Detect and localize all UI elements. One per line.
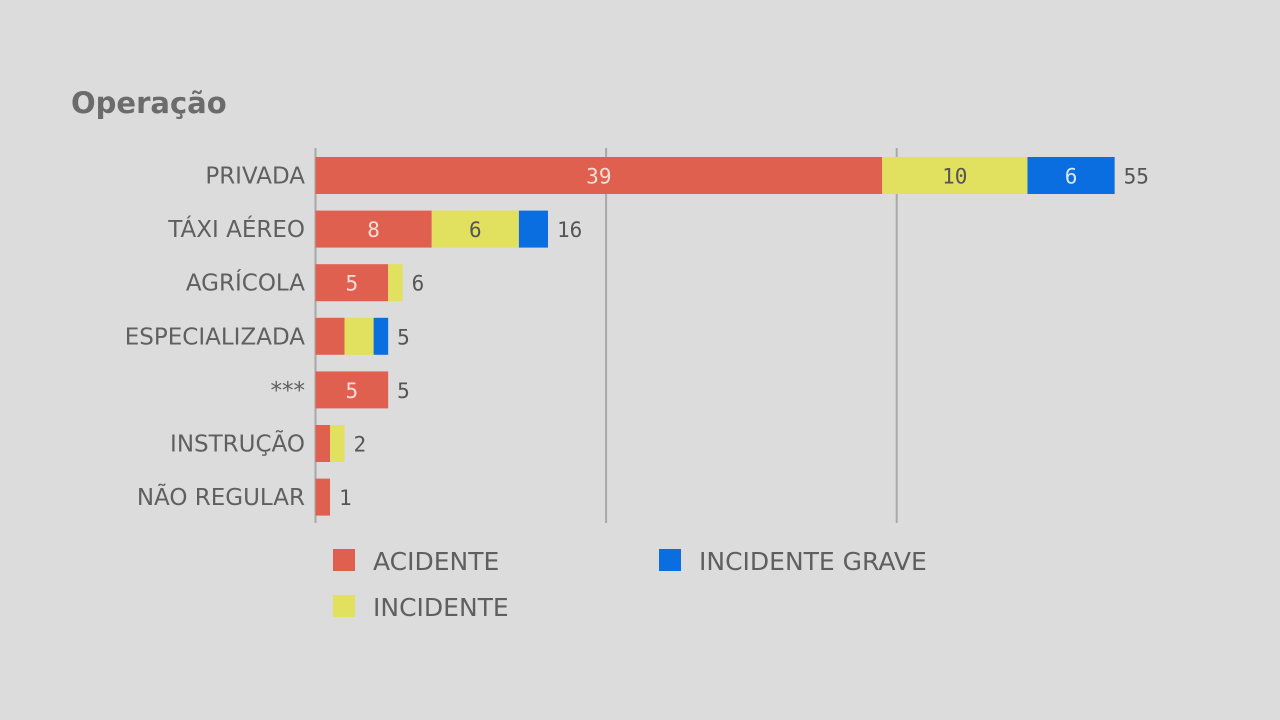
bar-segment-acidente <box>315 371 389 409</box>
bar-segment-incidente <box>344 317 374 355</box>
category-label: PRIVADA <box>205 164 305 190</box>
category-label: ESPECIALIZADA <box>125 324 306 350</box>
bar-segment-acidente <box>315 317 345 355</box>
bar-segment-acidente <box>315 264 389 302</box>
total-value-label: 16 <box>557 218 582 242</box>
category-label: *** <box>271 378 306 404</box>
total-value-label: 2 <box>354 433 367 457</box>
bar-segment-incidente-grave <box>373 317 389 355</box>
legend-swatch-acidente <box>333 549 355 571</box>
category-label: AGRÍCOLA <box>186 269 305 297</box>
total-value-label: 55 <box>1124 165 1149 189</box>
chart-title: Operação <box>71 86 227 120</box>
legend: ACIDENTE INCIDENTE INCIDENTE GRAVE <box>333 547 927 622</box>
legend-swatch-incidente <box>333 595 355 617</box>
legend-label: INCIDENTE GRAVE <box>699 547 927 576</box>
bar-segment-acidente <box>315 425 331 462</box>
bar-segment-acidente <box>315 210 432 248</box>
category-label: NÃO REGULAR <box>137 483 305 511</box>
bar-segment-acidente <box>315 478 331 516</box>
bar-segment-incidente-grave <box>518 210 548 248</box>
segment-value-label: 39 <box>586 165 611 189</box>
total-value-label: 6 <box>412 272 425 296</box>
bars-layer <box>315 157 1115 516</box>
legend-swatch-incidente-grave <box>659 549 681 571</box>
bar-segment-incidente <box>882 157 1028 194</box>
category-label: INSTRUÇÃO <box>170 430 305 458</box>
segment-value-label: 10 <box>942 165 967 189</box>
segment-value-label: 5 <box>345 379 358 403</box>
total-value-label: 5 <box>397 379 410 403</box>
category-label: TÁXI AÉREO <box>167 215 305 243</box>
bar-segment-incidente <box>330 425 345 462</box>
legend-label: ACIDENTE <box>373 547 499 576</box>
total-value-label: 1 <box>339 486 352 510</box>
bar-segment-incidente-grave <box>1027 157 1115 194</box>
segment-value-label: 5 <box>345 272 358 296</box>
bar-segment-incidente <box>388 264 403 302</box>
segment-value-label: 6 <box>1065 165 1078 189</box>
bar-segment-incidente <box>431 210 519 248</box>
segment-value-label: 8 <box>367 218 380 242</box>
total-value-label: 5 <box>397 325 410 349</box>
segment-value-label: 6 <box>469 218 482 242</box>
bar-segment-acidente <box>315 157 883 194</box>
legend-label: INCIDENTE <box>373 593 509 622</box>
